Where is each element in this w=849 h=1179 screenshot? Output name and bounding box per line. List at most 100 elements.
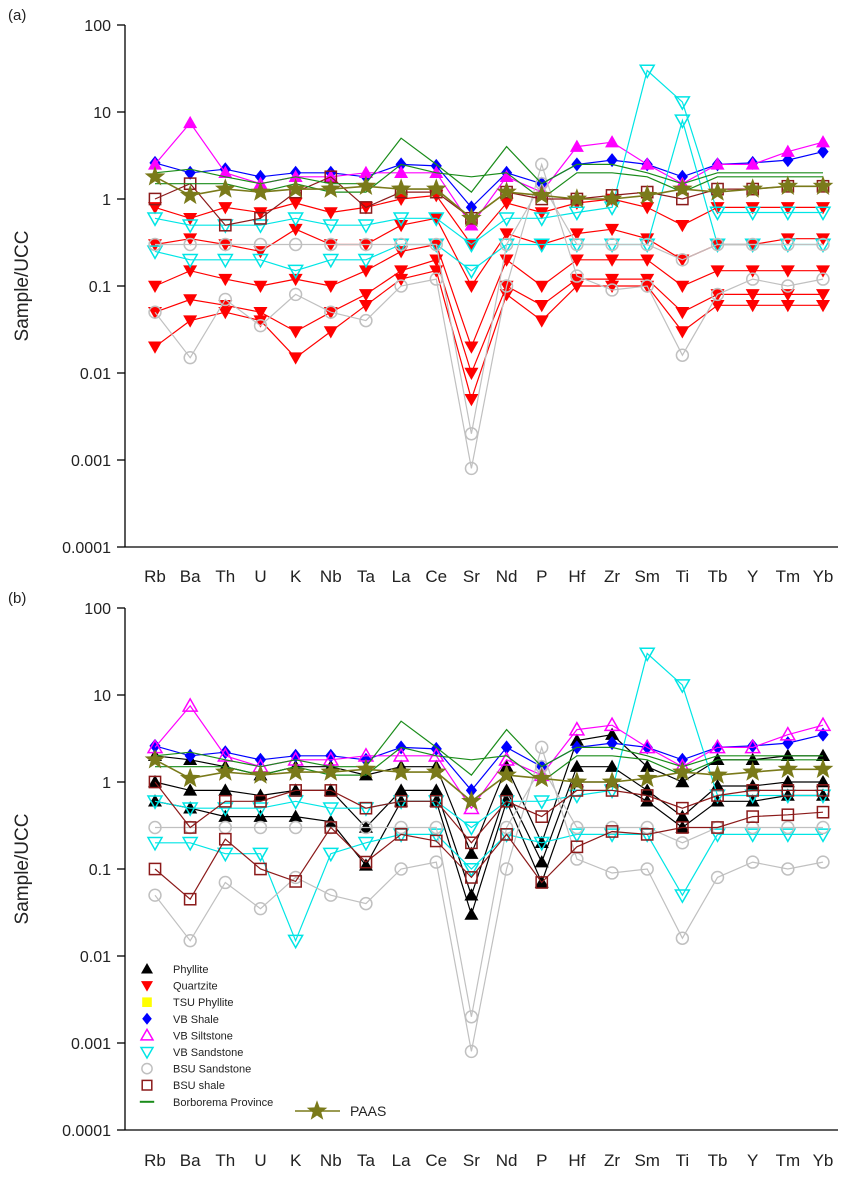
data-point xyxy=(710,752,725,766)
data-point xyxy=(357,253,375,269)
x-tick-label: Sm xyxy=(634,1151,660,1170)
data-point xyxy=(358,165,373,179)
series-vb-sandstone xyxy=(146,647,832,950)
x-tick-label: Sm xyxy=(634,567,660,586)
data-point xyxy=(253,820,268,835)
data-point xyxy=(358,289,373,302)
data-point xyxy=(218,306,233,320)
data-point xyxy=(250,181,271,201)
data-point xyxy=(148,239,162,252)
data-point xyxy=(710,239,725,252)
data-point xyxy=(148,192,162,206)
data-point xyxy=(780,300,795,313)
data-point xyxy=(711,821,724,834)
data-point xyxy=(816,237,830,252)
legend-marker xyxy=(141,981,153,992)
data-point xyxy=(183,115,198,129)
data-point xyxy=(744,828,761,843)
x-tick-label: Ce xyxy=(425,567,447,586)
data-point xyxy=(323,207,338,220)
data-point xyxy=(533,795,551,810)
data-point xyxy=(144,749,166,769)
data-point xyxy=(464,1010,479,1024)
legend-marker xyxy=(141,1079,153,1091)
data-point xyxy=(499,289,514,302)
data-point xyxy=(148,862,162,876)
data-point xyxy=(534,315,549,328)
data-point xyxy=(146,795,164,810)
data-point xyxy=(429,165,444,179)
data-point xyxy=(252,847,269,863)
data-point xyxy=(217,747,234,762)
data-point xyxy=(674,96,691,111)
data-point xyxy=(253,318,268,333)
data-point xyxy=(640,759,655,772)
legend-label: TSU Phyllite xyxy=(173,997,234,1009)
series-line xyxy=(154,162,824,469)
data-point xyxy=(253,306,268,320)
x-tick-label: P xyxy=(536,567,547,586)
y-tick-label: 0.1 xyxy=(89,279,111,296)
data-point xyxy=(569,759,584,772)
data-point xyxy=(606,153,618,168)
data-point xyxy=(640,789,654,802)
data-point xyxy=(252,253,269,269)
data-point xyxy=(285,178,306,198)
data-point xyxy=(426,178,447,198)
data-point xyxy=(676,821,689,834)
data-point xyxy=(322,847,340,863)
data-point xyxy=(253,280,268,293)
data-point xyxy=(218,273,233,287)
data-point xyxy=(394,794,408,808)
data-point xyxy=(322,219,340,234)
series-vb-sandstone xyxy=(146,64,832,280)
data-point xyxy=(253,237,268,252)
data-point xyxy=(464,461,479,476)
data-point xyxy=(465,783,478,798)
x-tick-label: Ti xyxy=(676,567,690,586)
legend-item: TSU Phyllite xyxy=(142,997,234,1009)
series-line xyxy=(154,118,823,272)
x-tick-label: Ti xyxy=(676,1151,690,1170)
data-point xyxy=(499,783,514,796)
data-point xyxy=(288,197,303,210)
data-point xyxy=(707,764,728,784)
data-point xyxy=(636,767,658,788)
data-point xyxy=(782,736,794,751)
data-point xyxy=(676,801,689,815)
data-point xyxy=(533,212,551,227)
data-point xyxy=(218,292,233,307)
data-point xyxy=(288,237,303,252)
legend-label: PAAS xyxy=(350,1103,386,1119)
data-point xyxy=(640,254,655,267)
data-point xyxy=(745,794,760,807)
data-point xyxy=(812,175,834,195)
data-point xyxy=(355,175,377,195)
data-point xyxy=(814,206,832,221)
data-point xyxy=(320,178,342,198)
y-axis-label: Sample/UCC xyxy=(12,814,33,925)
data-point xyxy=(254,211,267,225)
data-point xyxy=(464,367,479,380)
data-point xyxy=(742,761,763,781)
x-tick-label: Zr xyxy=(604,567,620,586)
data-point xyxy=(710,778,725,792)
y-tick-label: 100 xyxy=(84,18,111,35)
data-point xyxy=(816,805,830,819)
data-point xyxy=(183,933,197,948)
data-point xyxy=(780,202,795,215)
legend-marker xyxy=(139,1027,155,1041)
x-tick-label: U xyxy=(254,567,266,586)
x-tick-label: Y xyxy=(747,1151,758,1170)
data-point xyxy=(605,283,619,297)
data-point xyxy=(394,165,409,179)
data-point xyxy=(745,272,760,286)
data-point xyxy=(394,193,409,206)
data-point xyxy=(252,219,269,234)
data-point xyxy=(605,237,619,252)
data-point xyxy=(218,165,233,179)
data-point xyxy=(183,892,197,906)
data-point xyxy=(429,794,443,808)
data-point xyxy=(745,157,760,170)
legend-marker xyxy=(139,1046,155,1060)
